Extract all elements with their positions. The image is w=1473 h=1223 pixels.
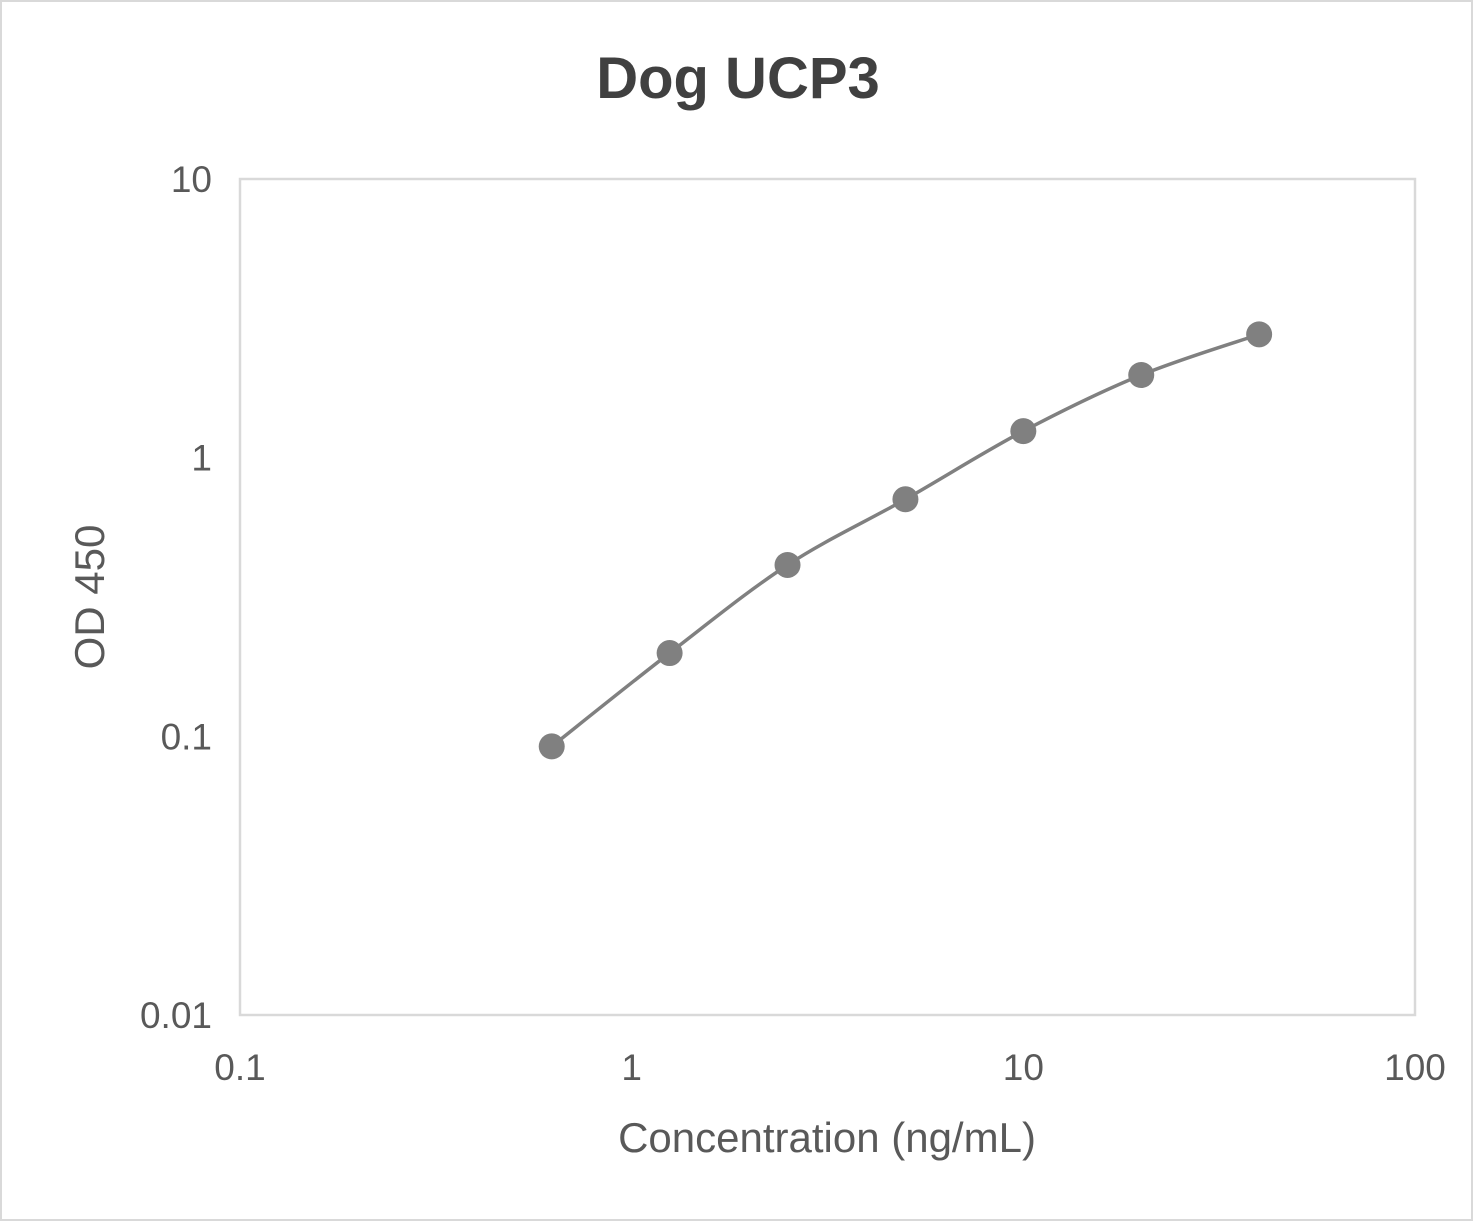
y-tick-label: 1 (191, 438, 212, 479)
y-tick-label: 0.01 (140, 995, 212, 1036)
data-point (1010, 418, 1037, 445)
x-tick-label: 0.1 (214, 1047, 265, 1088)
plot-area (238, 177, 1417, 1017)
data-point (774, 551, 801, 578)
data-point (656, 640, 683, 667)
y-axis-label: OD 450 (66, 525, 113, 670)
data-point (538, 733, 565, 760)
series-line (550, 332, 1260, 748)
x-tick-label: 100 (1384, 1047, 1446, 1088)
x-tick-label: 10 (1003, 1047, 1044, 1088)
y-tick-label: 10 (171, 159, 212, 200)
data-point (892, 486, 919, 513)
x-axis-label: Concentration (ng/mL) (618, 1114, 1036, 1161)
chart-title: Dog UCP3 (596, 46, 880, 111)
data-point (1128, 361, 1155, 388)
x-tick-label: 1 (621, 1047, 642, 1088)
data-point (1246, 321, 1273, 348)
y-tick-label: 0.1 (161, 716, 212, 757)
